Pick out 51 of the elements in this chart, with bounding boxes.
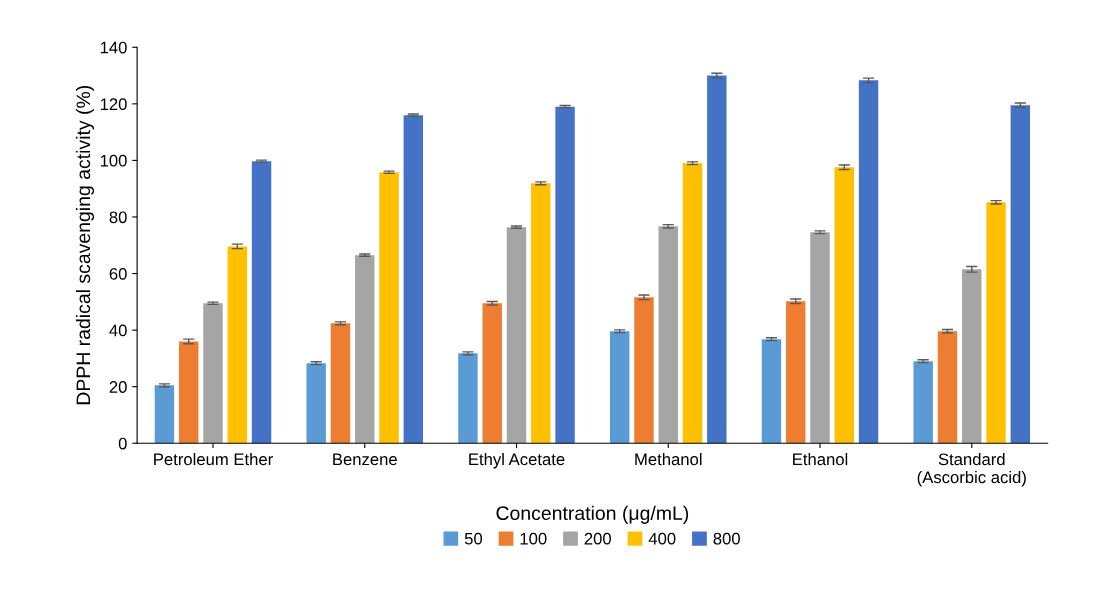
y-tick-label: 60	[109, 267, 127, 280]
bar	[330, 323, 351, 444]
bar	[482, 303, 502, 444]
bar	[937, 331, 958, 444]
legend-label: 50	[464, 532, 483, 545]
bar	[1010, 105, 1031, 444]
legend-label: 100	[520, 532, 547, 545]
bar	[458, 353, 478, 444]
bar	[682, 163, 703, 444]
x-tick-label: Ethyl Acetate	[469, 452, 565, 469]
bar	[506, 227, 527, 444]
bar	[203, 303, 223, 444]
y-axis-title: DPPH radical scavenging activity (%)	[75, 85, 95, 405]
legend-title: Concentration (μg/mL)	[496, 505, 689, 524]
bar	[403, 115, 424, 444]
bar	[379, 172, 399, 444]
bar	[154, 385, 175, 444]
y-tick-label: 80	[109, 211, 127, 224]
bar	[227, 246, 247, 444]
x-tick-label: Standard (Ascorbic acid)	[917, 452, 1026, 487]
bar	[555, 106, 575, 444]
bar	[609, 331, 630, 444]
bar	[355, 255, 375, 444]
legend-label: 800	[713, 532, 740, 545]
bar	[306, 363, 326, 444]
bar	[834, 167, 854, 444]
bar	[251, 161, 272, 444]
x-tick-label: Methanol	[635, 452, 702, 466]
y-tick-label: 120	[100, 98, 127, 111]
x-tick-label: Benzene	[333, 453, 397, 466]
bar	[707, 75, 727, 444]
bar	[634, 297, 654, 444]
bar	[913, 361, 933, 444]
y-tick-label: 0	[118, 437, 127, 450]
bar	[986, 202, 1006, 444]
bar	[962, 269, 982, 444]
bar	[810, 232, 830, 444]
legend-label: 200	[584, 532, 611, 545]
bar	[179, 341, 199, 444]
y-tick-label: 100	[100, 154, 127, 167]
legend-label: 400	[648, 532, 676, 545]
bar	[531, 183, 551, 444]
y-tick-label: 140	[100, 41, 127, 54]
y-tick-label: 40	[109, 324, 127, 337]
x-tick-label: Ethanol	[793, 452, 848, 466]
y-tick-label: 20	[109, 381, 127, 393]
x-tick-label: Petroleum Ether	[154, 452, 273, 466]
bar	[858, 80, 879, 444]
bar	[786, 301, 806, 444]
bar	[658, 226, 678, 444]
bar	[761, 339, 782, 444]
